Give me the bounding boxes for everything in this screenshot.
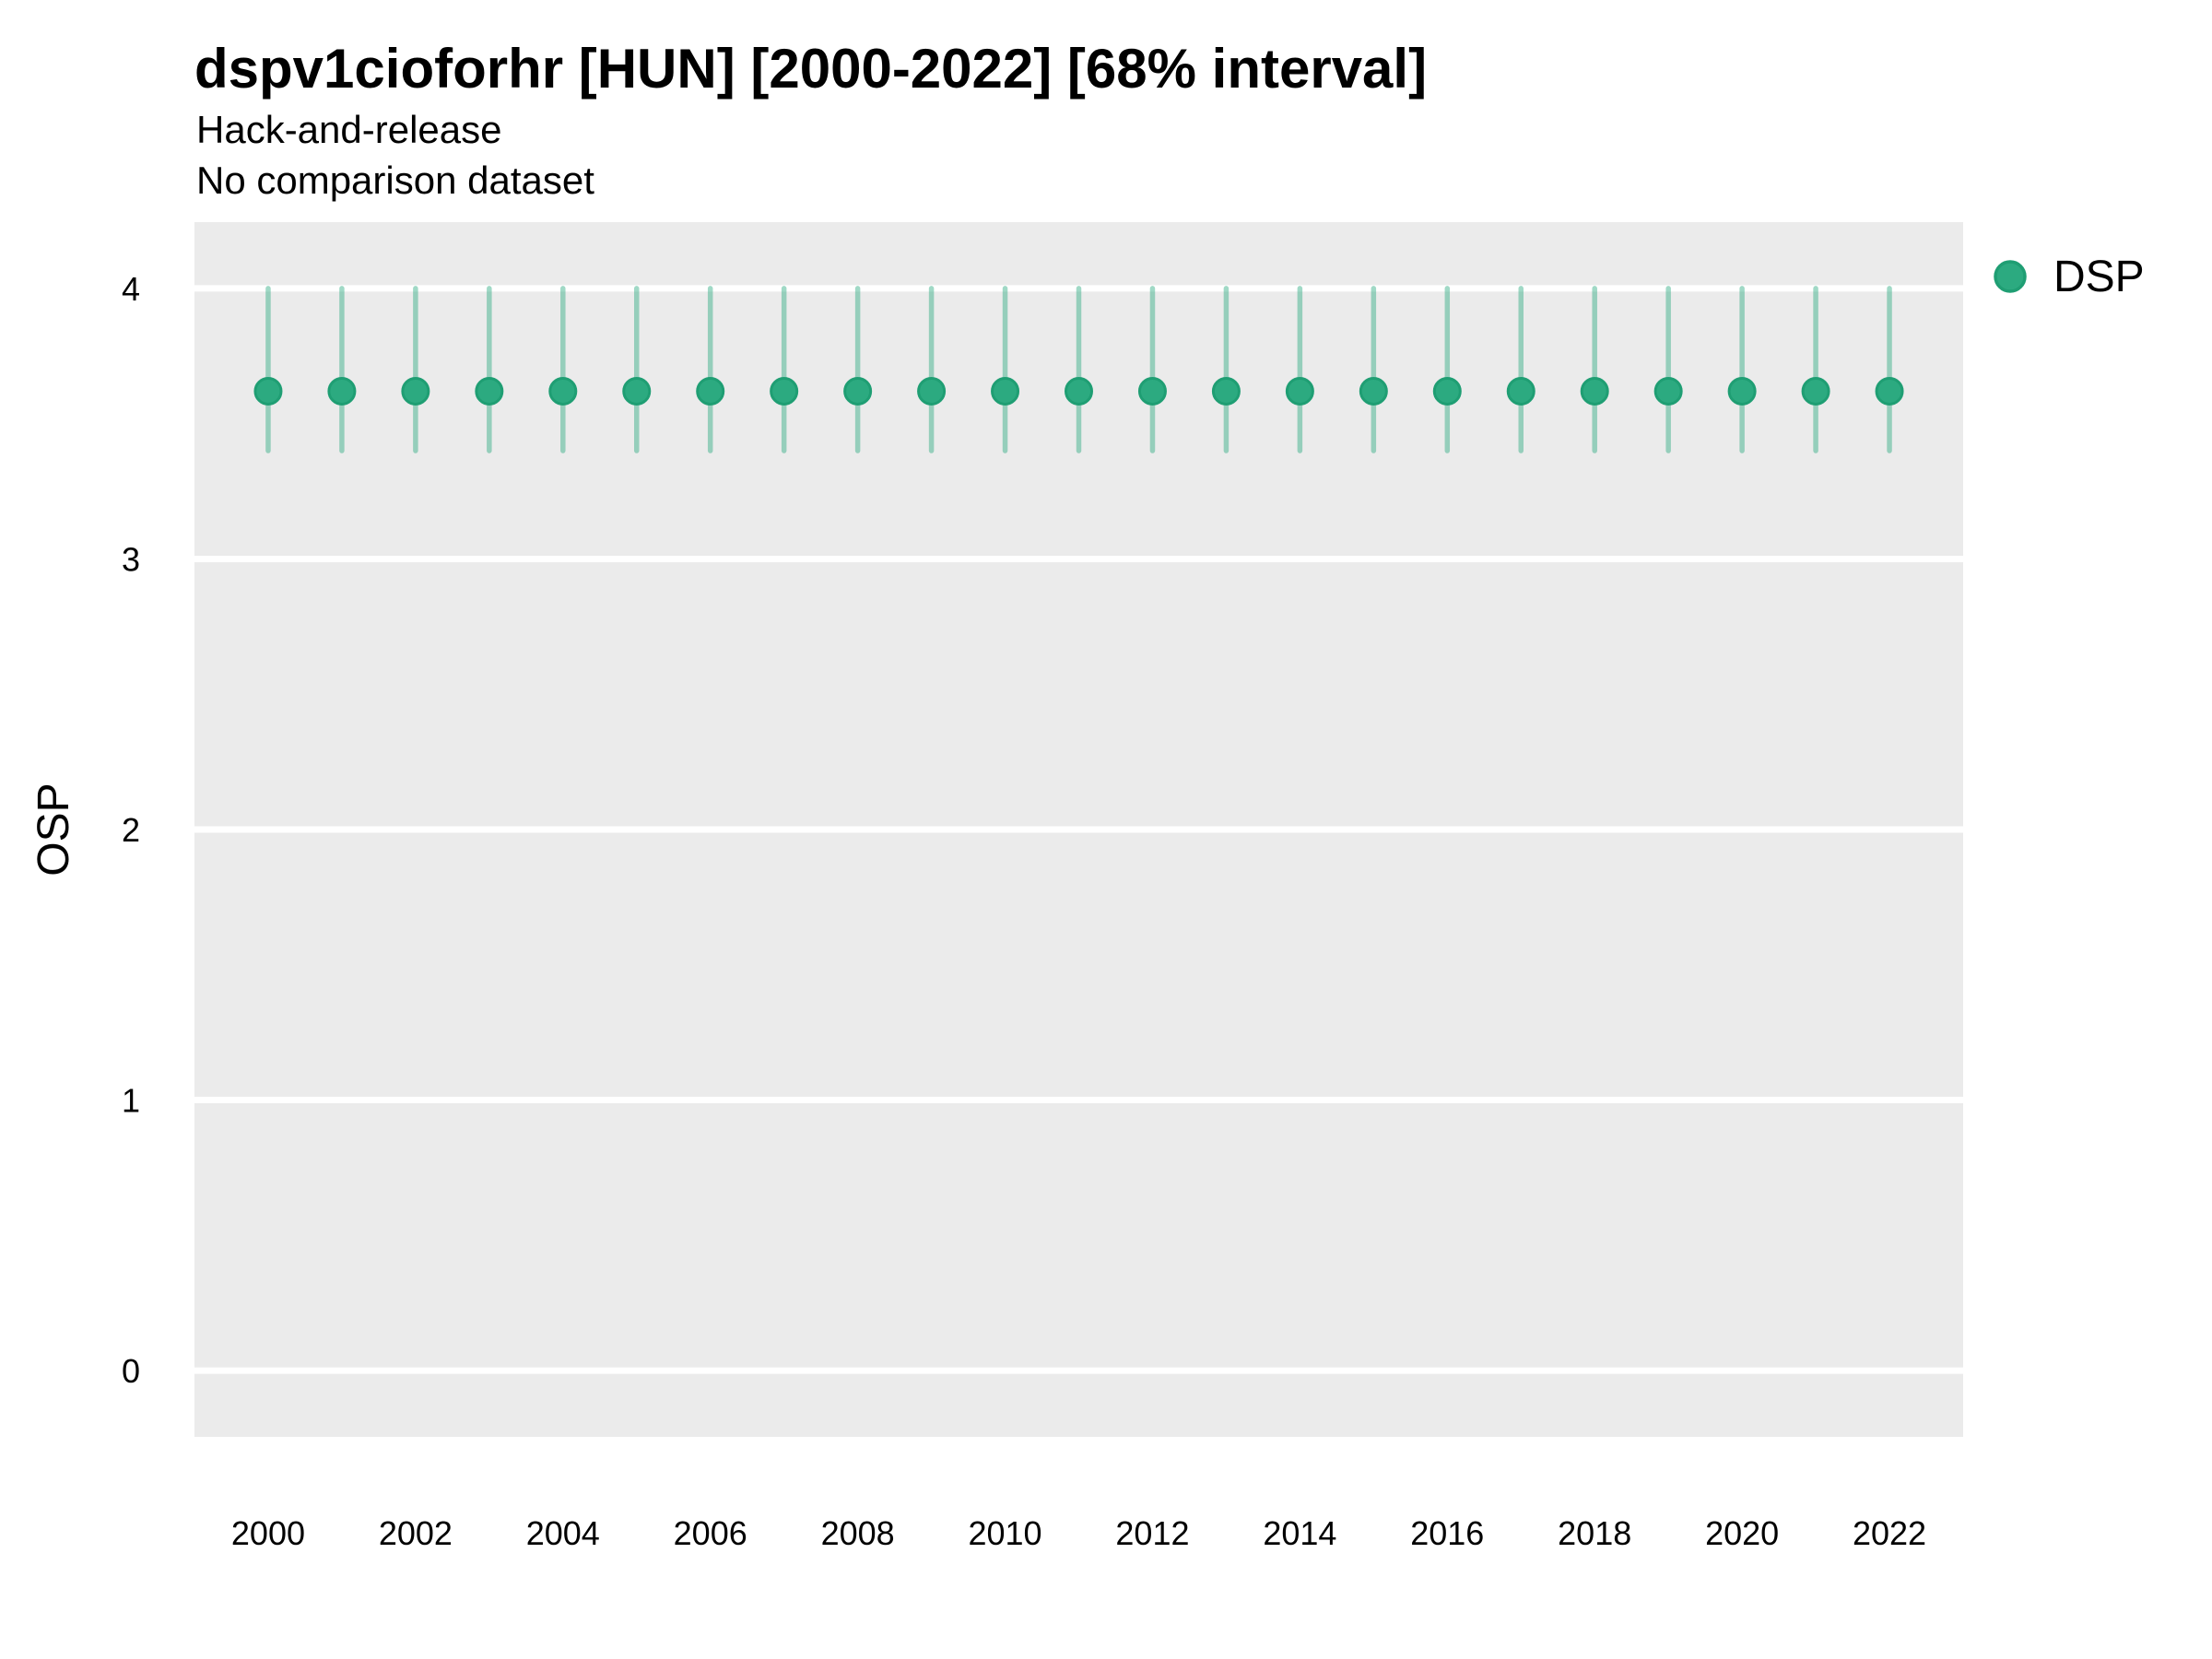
pointrange-2002 [401,286,430,453]
pointrange-2006 [696,286,725,453]
estimate-point-2012 [1137,376,1167,406]
pointrange-2010 [991,286,1020,453]
y-tick-label-4: 4 [122,270,140,308]
estimate-point-2019 [1653,376,1683,406]
axis-layer: 0 1 2 3 4 2000 2002 2004 2006 2008 2010 2012 2014 201… [122,270,1926,1552]
x-tick-label-2022: 2022 [1853,1514,1926,1552]
estimate-point-2009 [917,376,947,406]
x-tick-label-2016: 2016 [1410,1514,1484,1552]
estimate-point-2018 [1580,376,1609,406]
estimate-point-2022 [1875,376,1904,406]
x-tick-label-2018: 2018 [1558,1514,1631,1552]
pointrange-2003 [475,286,504,453]
estimate-point-2013 [1211,376,1241,406]
x-tick-label-2010: 2010 [968,1514,1041,1552]
pointrange-2008 [843,286,873,453]
estimate-point-2015 [1359,376,1388,406]
pointrange-2007 [770,286,799,453]
legend-dot-icon [1994,260,2027,293]
pointrange-2022 [1875,286,1904,453]
pointrange-2011 [1065,286,1093,453]
pointrange-2001 [327,286,357,453]
y-tick-label-1: 1 [122,1082,140,1120]
pointrange-2020 [1727,286,1757,453]
chart-subtitle: Hack-and-release [196,108,502,151]
pointrange-2016 [1432,286,1462,453]
pointrange-2017 [1506,286,1535,453]
pointrange-2018 [1580,286,1609,453]
estimate-point-2002 [401,376,430,406]
chart-note: No comparison dataset [196,159,594,202]
estimate-point-2014 [1285,376,1314,406]
x-tick-label-2006: 2006 [674,1514,747,1552]
legend-item-label: DSP [2053,253,2145,301]
estimate-point-2011 [1065,376,1093,406]
x-tick-label-2020: 2020 [1705,1514,1779,1552]
pointrange-2004 [548,286,578,453]
pointrange-2005 [622,286,652,453]
estimate-point-2017 [1506,376,1535,406]
x-tick-label-2000: 2000 [231,1514,305,1552]
legend: DSP [1994,253,2145,301]
pointrange-2013 [1211,286,1241,453]
x-tick-label-2002: 2002 [379,1514,453,1552]
pointrange-2019 [1653,286,1683,453]
y-tick-label-0: 0 [122,1352,140,1390]
estimate-point-2004 [548,376,578,406]
estimate-point-2010 [991,376,1020,406]
pointrange-2009 [917,286,947,453]
x-tick-label-2012: 2012 [1115,1514,1189,1552]
y-axis-title: OSP [29,782,78,876]
pointrange-2015 [1359,286,1388,453]
estimate-point-2001 [327,376,357,406]
x-tick-label-2014: 2014 [1263,1514,1336,1552]
y-tick-label-2: 2 [122,811,140,849]
estimate-point-2007 [770,376,799,406]
estimate-point-2000 [253,376,283,406]
pointrange-2014 [1285,286,1314,453]
pointrange-2012 [1137,286,1167,453]
data-layer [253,286,1904,453]
pointrange-2000 [253,286,283,453]
gridline-layer [194,285,1963,1374]
x-tick-label-2004: 2004 [526,1514,600,1552]
estimate-point-2016 [1432,376,1462,406]
estimate-point-2003 [475,376,504,406]
chart-title: dspv1cioforhr [HUN] [2000-2022] [68% int… [194,38,1427,100]
estimate-point-2021 [1801,376,1830,406]
pointrange-2021 [1801,286,1830,453]
estimate-point-2006 [696,376,725,406]
estimate-point-2008 [843,376,873,406]
estimate-point-2020 [1727,376,1757,406]
estimate-point-2005 [622,376,652,406]
y-tick-label-3: 3 [122,540,140,578]
x-tick-label-2008: 2008 [821,1514,895,1552]
